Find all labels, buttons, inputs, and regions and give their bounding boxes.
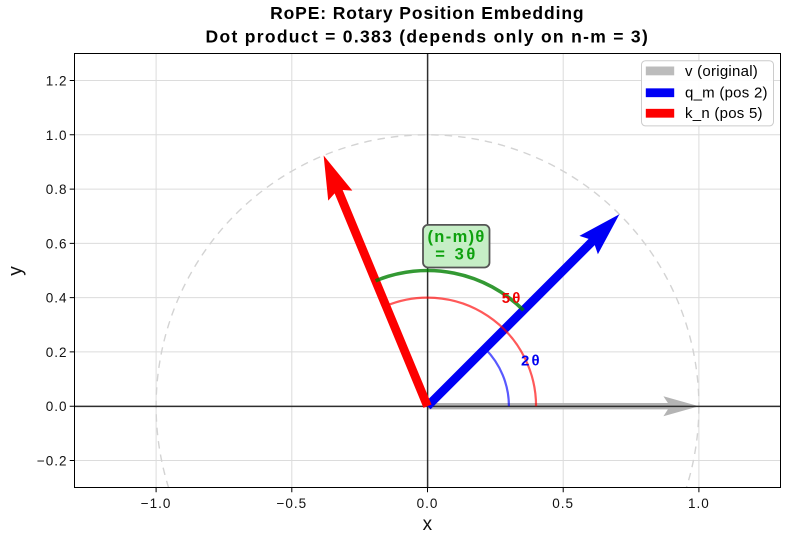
svg-text:0.0: 0.0 — [417, 496, 439, 511]
svg-text:−0.5: −0.5 — [276, 496, 307, 511]
svg-text:1.2: 1.2 — [46, 74, 68, 89]
svg-text:0.8: 0.8 — [46, 182, 68, 197]
svg-text:q_m (pos 2): q_m (pos 2) — [685, 85, 768, 102]
svg-text:1.0: 1.0 — [688, 496, 710, 511]
svg-text:Dot product = 0.383 (depends o: Dot product = 0.383 (depends only on n-m… — [206, 27, 650, 47]
svg-text:0.0: 0.0 — [46, 399, 68, 414]
svg-text:5θ: 5θ — [502, 290, 523, 307]
svg-text:RoPE: Rotary Position Embeddin: RoPE: Rotary Position Embedding — [270, 3, 584, 23]
svg-text:1.0: 1.0 — [46, 128, 68, 143]
svg-text:0.6: 0.6 — [46, 236, 68, 251]
svg-text:0.2: 0.2 — [46, 345, 68, 360]
svg-text:y: y — [6, 266, 27, 276]
svg-text:(n-m)θ: (n-m)θ — [427, 228, 485, 246]
svg-text:x: x — [423, 514, 433, 535]
svg-text:k_n (pos 5): k_n (pos 5) — [685, 105, 763, 122]
svg-text:−1.0: −1.0 — [141, 496, 172, 511]
svg-text:v (original): v (original) — [685, 63, 758, 80]
svg-text:2θ: 2θ — [521, 353, 542, 370]
svg-text:0.4: 0.4 — [46, 291, 68, 306]
svg-text:0.5: 0.5 — [552, 496, 574, 511]
svg-text:= 3θ: = 3θ — [435, 246, 478, 264]
svg-text:−0.2: −0.2 — [37, 453, 68, 468]
